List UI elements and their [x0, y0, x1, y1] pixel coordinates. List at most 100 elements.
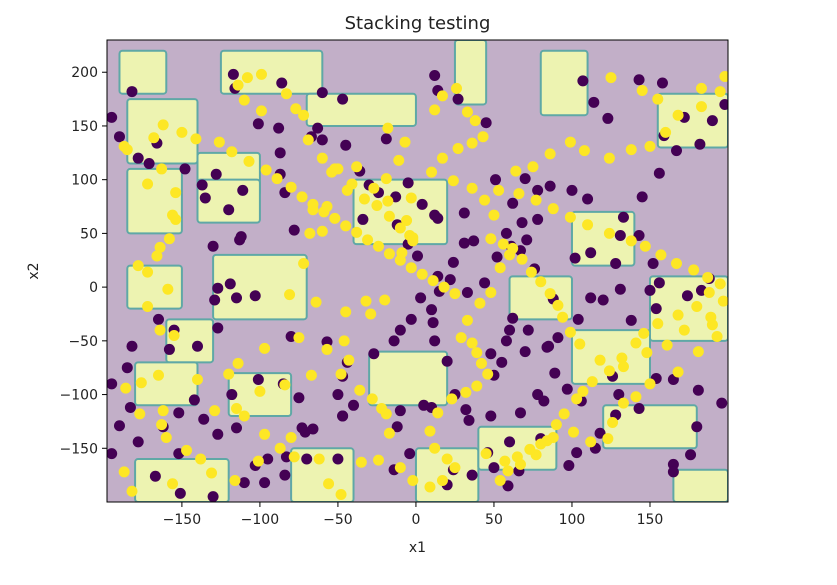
- scatter-point-class-1: [238, 94, 250, 106]
- scatter-point-class-0: [653, 167, 665, 179]
- scatter-point-class-1: [571, 393, 583, 405]
- scatter-point-class-1: [691, 300, 703, 312]
- scatter-point-class-1: [641, 347, 653, 359]
- scatter-point-class-1: [644, 140, 656, 152]
- scatter-point-class-0: [210, 168, 222, 180]
- scatter-point-class-1: [121, 144, 133, 156]
- scatter-point-class-0: [625, 314, 637, 326]
- scatter-point-class-1: [274, 442, 286, 454]
- scatter-point-class-0: [316, 87, 328, 99]
- scatter-point-class-1: [190, 133, 202, 145]
- scatter-point-class-0: [538, 395, 550, 407]
- scatter-point-class-1: [625, 144, 637, 156]
- scatter-point-class-0: [394, 324, 406, 336]
- scatter-point-class-1: [711, 331, 723, 343]
- x-tick-label: −150: [163, 512, 201, 528]
- scatter-point-class-1: [564, 211, 576, 223]
- scatter-point-class-0: [650, 303, 662, 315]
- decision-region-class-1: [126, 264, 183, 310]
- scatter-point-class-0: [107, 378, 118, 390]
- scatter-point-class-0: [491, 251, 503, 263]
- scatter-point-class-0: [544, 180, 556, 192]
- scatter-point-class-1: [223, 368, 235, 380]
- scatter-point-class-0: [224, 278, 236, 290]
- scatter-point-class-0: [179, 163, 191, 175]
- scatter-point-class-0: [610, 257, 622, 269]
- scatter-point-class-1: [154, 241, 166, 253]
- scatter-point-class-0: [152, 313, 164, 325]
- scatter-point-class-1: [494, 262, 506, 274]
- scatter-point-class-0: [394, 405, 406, 417]
- scatter-point-class-1: [285, 432, 297, 444]
- scatter-point-class-0: [614, 230, 626, 242]
- scatter-point-class-1: [321, 343, 333, 355]
- scatter-point-class-1: [661, 339, 673, 351]
- scatter-point-class-1: [499, 455, 511, 467]
- scatter-point-class-0: [466, 469, 478, 481]
- scatter-point-class-1: [525, 266, 537, 278]
- scatter-point-class-0: [237, 184, 249, 196]
- scatter-point-class-1: [416, 268, 428, 280]
- scatter-point-class-0: [126, 340, 138, 352]
- scatter-point-class-1: [148, 132, 160, 144]
- scatter-point-class-0: [276, 77, 288, 89]
- scatter-point-class-1: [316, 225, 328, 237]
- scatter-point-class-0: [706, 115, 718, 127]
- scatter-point-class-0: [507, 197, 519, 209]
- scatter-point-class-0: [566, 184, 578, 196]
- scatter-point-class-1: [157, 119, 169, 131]
- scatter-point-class-0: [312, 122, 324, 134]
- scatter-point-class-0: [238, 477, 250, 489]
- decision-region-class-1: [134, 458, 230, 502]
- y-tick-label: 150: [71, 119, 98, 135]
- scatter-point-class-0: [532, 213, 544, 225]
- scatter-point-class-0: [633, 230, 645, 242]
- scatter-point-class-1: [142, 300, 154, 312]
- scatter-point-class-1: [156, 419, 168, 431]
- scatter-point-class-1: [524, 443, 536, 455]
- scatter-point-class-1: [260, 164, 272, 176]
- scatter-point-class-1: [507, 242, 519, 254]
- scatter-point-class-0: [198, 413, 210, 425]
- scatter-point-class-1: [550, 419, 562, 431]
- scatter-point-class-1: [564, 136, 576, 148]
- scatter-point-class-1: [695, 82, 707, 94]
- scatter-point-class-1: [617, 397, 629, 409]
- scatter-point-class-1: [678, 324, 690, 336]
- scatter-point-class-0: [644, 284, 656, 296]
- scatter-point-class-1: [371, 199, 383, 211]
- decision-region-class-1: [453, 40, 488, 106]
- scatter-point-class-0: [149, 470, 161, 482]
- scatter-point-class-0: [691, 421, 703, 433]
- scatter-point-class-0: [174, 487, 186, 499]
- scatter-point-class-0: [667, 458, 679, 470]
- scatter-point-class-0: [227, 68, 239, 80]
- scatter-point-class-1: [585, 436, 597, 448]
- scatter-point-class-1: [120, 382, 132, 394]
- scatter-point-class-1: [383, 427, 395, 439]
- scatter-point-class-1: [255, 68, 267, 80]
- y-tick-label: −100: [60, 388, 98, 404]
- scatter-point-class-1: [714, 86, 726, 98]
- scatter-point-class-1: [151, 250, 163, 262]
- scatter-point-class-1: [298, 257, 310, 269]
- scatter-point-class-1: [126, 485, 138, 497]
- scatter-point-class-1: [578, 145, 590, 157]
- scatter-point-class-1: [181, 444, 193, 456]
- scatter-point-class-1: [401, 215, 413, 227]
- scatter-point-class-0: [514, 407, 526, 419]
- scatter-point-class-1: [346, 178, 358, 190]
- scatter-point-class-0: [468, 235, 480, 247]
- scatter-point-class-1: [305, 369, 317, 381]
- y-tick-label: 200: [71, 65, 98, 81]
- scatter-point-class-1: [461, 106, 473, 118]
- scatter-point-class-0: [132, 152, 144, 164]
- scatter-point-class-1: [405, 192, 417, 204]
- chart-title: Stacking testing: [345, 13, 491, 34]
- scatter-point-class-0: [602, 112, 614, 124]
- scatter-points: [107, 68, 728, 502]
- scatter-point-class-0: [572, 313, 584, 325]
- scatter-point-class-1: [527, 161, 539, 173]
- scatter-point-class-1: [510, 165, 522, 177]
- scatter-point-class-1: [639, 240, 651, 252]
